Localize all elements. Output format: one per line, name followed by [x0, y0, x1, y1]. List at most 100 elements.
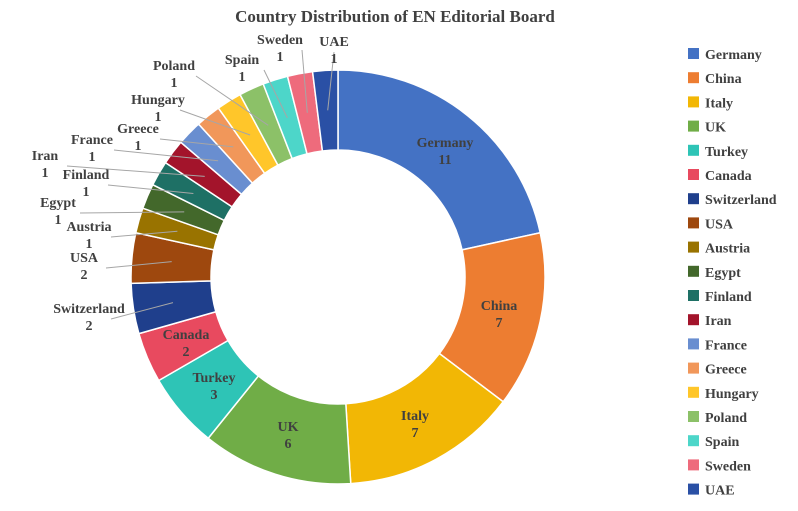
slice-label-value: 3 — [211, 388, 218, 403]
slice-label-name: UAE — [319, 35, 349, 50]
legend-swatch — [688, 362, 699, 374]
legend-label: Finland — [705, 290, 752, 305]
slice-label-name: Canada — [163, 328, 210, 343]
legend-label: Greece — [705, 363, 747, 378]
slice-label-value: 1 — [171, 76, 178, 91]
legend-item-spain: Spain — [688, 435, 739, 450]
slice-label-name: Germany — [417, 136, 474, 151]
leader-line-uae — [327, 51, 335, 111]
slice-label-france: France 1 — [71, 133, 113, 165]
legend-swatch — [688, 193, 699, 205]
legend-item-turkey: Turkey — [688, 144, 748, 160]
slice-label-name: Italy — [401, 409, 429, 424]
legend-label: Spain — [705, 435, 739, 450]
slice-label-spain: Spain 1 — [225, 53, 259, 85]
legend-item-finland: Finland — [688, 290, 752, 305]
slice-label-value: 2 — [183, 345, 190, 360]
slice-label-value: 2 — [86, 319, 93, 334]
slice-label-hungary: Hungary 1 — [131, 93, 185, 125]
slice-label-finland: Finland 1 — [63, 168, 110, 200]
legend-swatch — [688, 241, 699, 253]
legend-item-austria: Austria — [688, 241, 750, 257]
legend-item-uk: UK — [688, 120, 726, 136]
legend-swatch — [688, 386, 699, 398]
slice-label-name: Finland — [63, 168, 110, 183]
leader-line-egypt — [79, 211, 185, 214]
legend-swatch — [688, 72, 699, 84]
legend-item-egypt: Egypt — [688, 265, 741, 281]
legend-swatch — [688, 96, 699, 108]
slice-label-name: Hungary — [131, 93, 185, 108]
legend-item-sweden: Sweden — [688, 459, 751, 474]
slice-label-italy: Italy 7 — [401, 409, 429, 441]
legend-swatch — [688, 338, 699, 350]
legend-swatch — [688, 217, 699, 229]
legend-item-italy: Italy — [688, 96, 733, 111]
slice-label-name: China — [481, 299, 518, 314]
slice-label-value: 1 — [239, 70, 246, 85]
legend-label: Switzerland — [705, 193, 777, 208]
legend-label: Sweden — [705, 459, 751, 474]
legend-label: Canada — [705, 169, 752, 184]
chart-title: Country Distribution of EN Editorial Boa… — [235, 7, 555, 26]
legend-item-france: France — [688, 338, 747, 353]
slice-label-name: UK — [278, 420, 299, 435]
legend-item-china: China — [688, 72, 742, 87]
slice-label-egypt: Egypt 1 — [40, 196, 76, 228]
slice-label-name: Austria — [66, 220, 111, 235]
slice-label-sweden: Sweden 1 — [257, 33, 303, 65]
slice-label-value: 1 — [331, 52, 338, 67]
legend-label: Hungary — [705, 387, 759, 402]
slice-label-name: Poland — [153, 59, 195, 74]
legend-label: Austria — [705, 242, 750, 257]
slice-label-poland: Poland 1 — [153, 59, 195, 91]
leader-lines — [66, 49, 335, 320]
slice-label-name: Switzerland — [53, 302, 125, 317]
legend-label: Turkey — [705, 145, 748, 160]
slice-label-value: 11 — [438, 153, 451, 168]
legend-label: Poland — [705, 411, 747, 426]
legend-item-poland: Poland — [688, 411, 747, 426]
legend-swatch — [688, 483, 699, 495]
leader-line-finland — [107, 184, 194, 194]
slice-label-uae: UAE 1 — [319, 35, 349, 67]
slice-label-value: 1 — [89, 150, 96, 165]
slice-label-name: Iran — [32, 149, 59, 164]
slice-label-value: 1 — [42, 166, 49, 181]
leader-line-sweden — [301, 49, 308, 113]
legend-label: USA — [705, 217, 734, 232]
slice-label-value: 1 — [155, 110, 162, 125]
leader-line-spain — [263, 69, 288, 119]
donut-slices — [130, 69, 546, 485]
legend-item-usa: USA — [688, 217, 734, 232]
legend-swatch — [688, 48, 699, 59]
slice-label-value: 6 — [285, 437, 292, 452]
legend-label: Egypt — [705, 266, 741, 281]
legend-item-iran: Iran — [688, 314, 732, 329]
legend-item-hungary: Hungary — [688, 386, 759, 402]
slice-label-value: 1 — [277, 50, 284, 65]
slice-label-name: Sweden — [257, 33, 303, 48]
legend-item-germany: Germany — [688, 48, 762, 63]
slice-label-name: France — [71, 133, 113, 148]
leader-line-hungary — [179, 109, 251, 136]
slice-label-name: Greece — [117, 122, 159, 137]
legend-label: UK — [705, 121, 726, 136]
legend-label: China — [705, 72, 742, 87]
legend-swatch — [688, 411, 699, 422]
legend-item-greece: Greece — [688, 362, 747, 378]
slice-label-canada: Canada 2 — [163, 328, 210, 360]
legend-swatch — [688, 314, 699, 326]
legend-swatch — [688, 120, 699, 132]
slice-label-value: 2 — [81, 268, 88, 283]
slice-label-value: 7 — [496, 316, 503, 331]
legend-item-canada: Canada — [688, 169, 752, 184]
legend-swatch — [688, 290, 699, 301]
slice-label-iran: Iran 1 — [32, 149, 59, 181]
legend-label: Iran — [705, 314, 732, 329]
slice-label-name: Egypt — [40, 196, 76, 211]
legend-label: France — [705, 338, 747, 353]
leader-line-austria — [110, 230, 178, 238]
leader-line-switzerland — [110, 302, 174, 320]
slice-label-greece: Greece 1 — [117, 122, 159, 154]
